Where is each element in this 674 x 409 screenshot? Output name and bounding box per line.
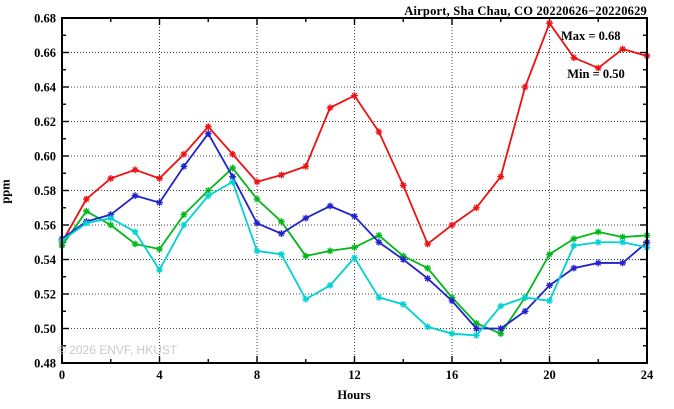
- series-day-1-red: [58, 19, 651, 248]
- chart-title: Airport, Sha Chau, CO 20220626−20220629: [404, 4, 647, 18]
- svg-text:0.54: 0.54: [34, 253, 57, 267]
- svg-text:20: 20: [543, 368, 556, 382]
- svg-text:12: 12: [348, 368, 361, 382]
- svg-text:0.52: 0.52: [34, 288, 56, 302]
- svg-text:0.48: 0.48: [34, 357, 56, 371]
- svg-text:24: 24: [641, 368, 654, 382]
- svg-text:0.58: 0.58: [34, 184, 56, 198]
- svg-text:0.66: 0.66: [34, 46, 56, 60]
- svg-text:0.62: 0.62: [34, 115, 56, 129]
- x-tick-labels: 0 4 8 12 16 20 24: [59, 368, 654, 382]
- svg-text:16: 16: [446, 368, 459, 382]
- series-day-3-blue: [58, 130, 651, 332]
- svg-text:0.60: 0.60: [34, 150, 56, 164]
- y-axis-label: ppm: [0, 179, 13, 204]
- max-value-label: Max = 0.68: [561, 29, 621, 43]
- y-tick-labels: 0.48 0.50 0.52 0.54 0.56 0.58 0.60 0.62 0.64 0.66…: [34, 12, 57, 371]
- series-day-4-cyan-markers: [58, 178, 651, 339]
- max-min-annotation: Max = 0.68 Min = 0.50: [561, 27, 625, 84]
- gridlines: [62, 18, 647, 363]
- series-day-4-cyan: [58, 178, 651, 339]
- svg-text:0.50: 0.50: [34, 322, 56, 336]
- plot-border: [61, 17, 648, 364]
- svg-text:0: 0: [59, 368, 65, 382]
- min-value-label: Min = 0.50: [567, 67, 625, 81]
- svg-text:0.68: 0.68: [34, 12, 56, 26]
- svg-text:0.56: 0.56: [34, 219, 56, 233]
- svg-text:4: 4: [156, 368, 163, 382]
- svg-text:8: 8: [254, 368, 260, 382]
- x-axis-label: Hours: [337, 388, 371, 402]
- watermark-text: © 2026 ENVF, HKUST: [57, 343, 178, 357]
- svg-text:0.64: 0.64: [34, 81, 57, 95]
